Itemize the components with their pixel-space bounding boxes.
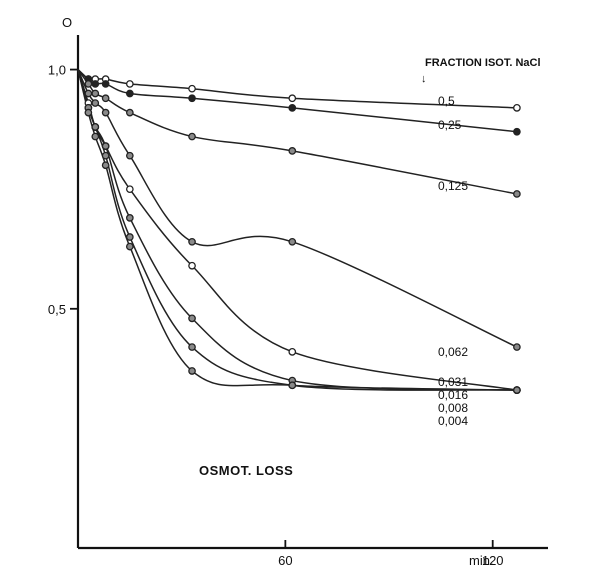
x-tick-label: 120 [482, 553, 504, 568]
data-point [91, 89, 100, 98]
series-label: 0,25 [438, 118, 462, 132]
y-tick-label: 0,5 [48, 302, 66, 317]
data-point [91, 123, 100, 131]
data-point [188, 132, 196, 141]
data-point [101, 108, 110, 117]
data-point [288, 94, 297, 103]
data-point [513, 190, 521, 198]
data-point [101, 142, 110, 150]
series-points [84, 75, 521, 394]
data-point [288, 103, 297, 112]
data-point [288, 381, 297, 390]
data-point [513, 343, 521, 351]
data-point [188, 343, 196, 351]
data-point [125, 233, 134, 241]
legend-title: FRACTION ISOT. NaCl [425, 57, 541, 69]
data-point [188, 261, 196, 270]
data-point [91, 132, 100, 141]
y-axis-title: O [62, 15, 72, 30]
ticks: 1,0 0,5 60 120 [48, 63, 504, 568]
data-point [101, 151, 110, 160]
axes [76, 35, 548, 550]
data-point [513, 386, 521, 394]
data-point [84, 89, 93, 98]
data-point [84, 80, 93, 88]
series-label: 0,016 [438, 388, 468, 402]
series-label: 0,008 [438, 401, 468, 415]
osmotic-loss-annotation: OSMOT. LOSS [199, 463, 293, 478]
data-point [101, 80, 110, 88]
data-point [125, 108, 134, 117]
series-line [77, 69, 517, 391]
x-axis-title: min. [469, 553, 494, 568]
data-point [288, 237, 297, 246]
series-label: 0,004 [438, 414, 468, 428]
data-point [91, 99, 100, 107]
series-label: 0,125 [438, 179, 468, 193]
data-point [188, 94, 196, 103]
data-point [188, 237, 196, 246]
data-point [125, 185, 134, 194]
data-point [125, 214, 134, 222]
series-label: 0,031 [438, 375, 468, 389]
data-point [101, 161, 110, 170]
data-point [288, 347, 297, 356]
data-point [188, 367, 196, 375]
data-point [125, 151, 134, 160]
x-tick-label: 60 [278, 553, 292, 568]
y-tick-label: 1,0 [48, 63, 66, 78]
data-point [125, 242, 134, 251]
data-point [513, 127, 521, 136]
data-point [188, 314, 196, 323]
data-point [91, 80, 100, 88]
legend-arrow: ↓ [421, 73, 427, 85]
data-point [513, 103, 521, 112]
series-label: 0,062 [438, 345, 468, 359]
series-label: 0,5 [438, 94, 455, 108]
data-point [125, 80, 134, 88]
data-point [101, 94, 110, 103]
data-point [288, 147, 297, 155]
series-line [77, 69, 518, 348]
data-point [84, 108, 93, 117]
data-point [125, 89, 134, 98]
data-point [188, 84, 196, 93]
